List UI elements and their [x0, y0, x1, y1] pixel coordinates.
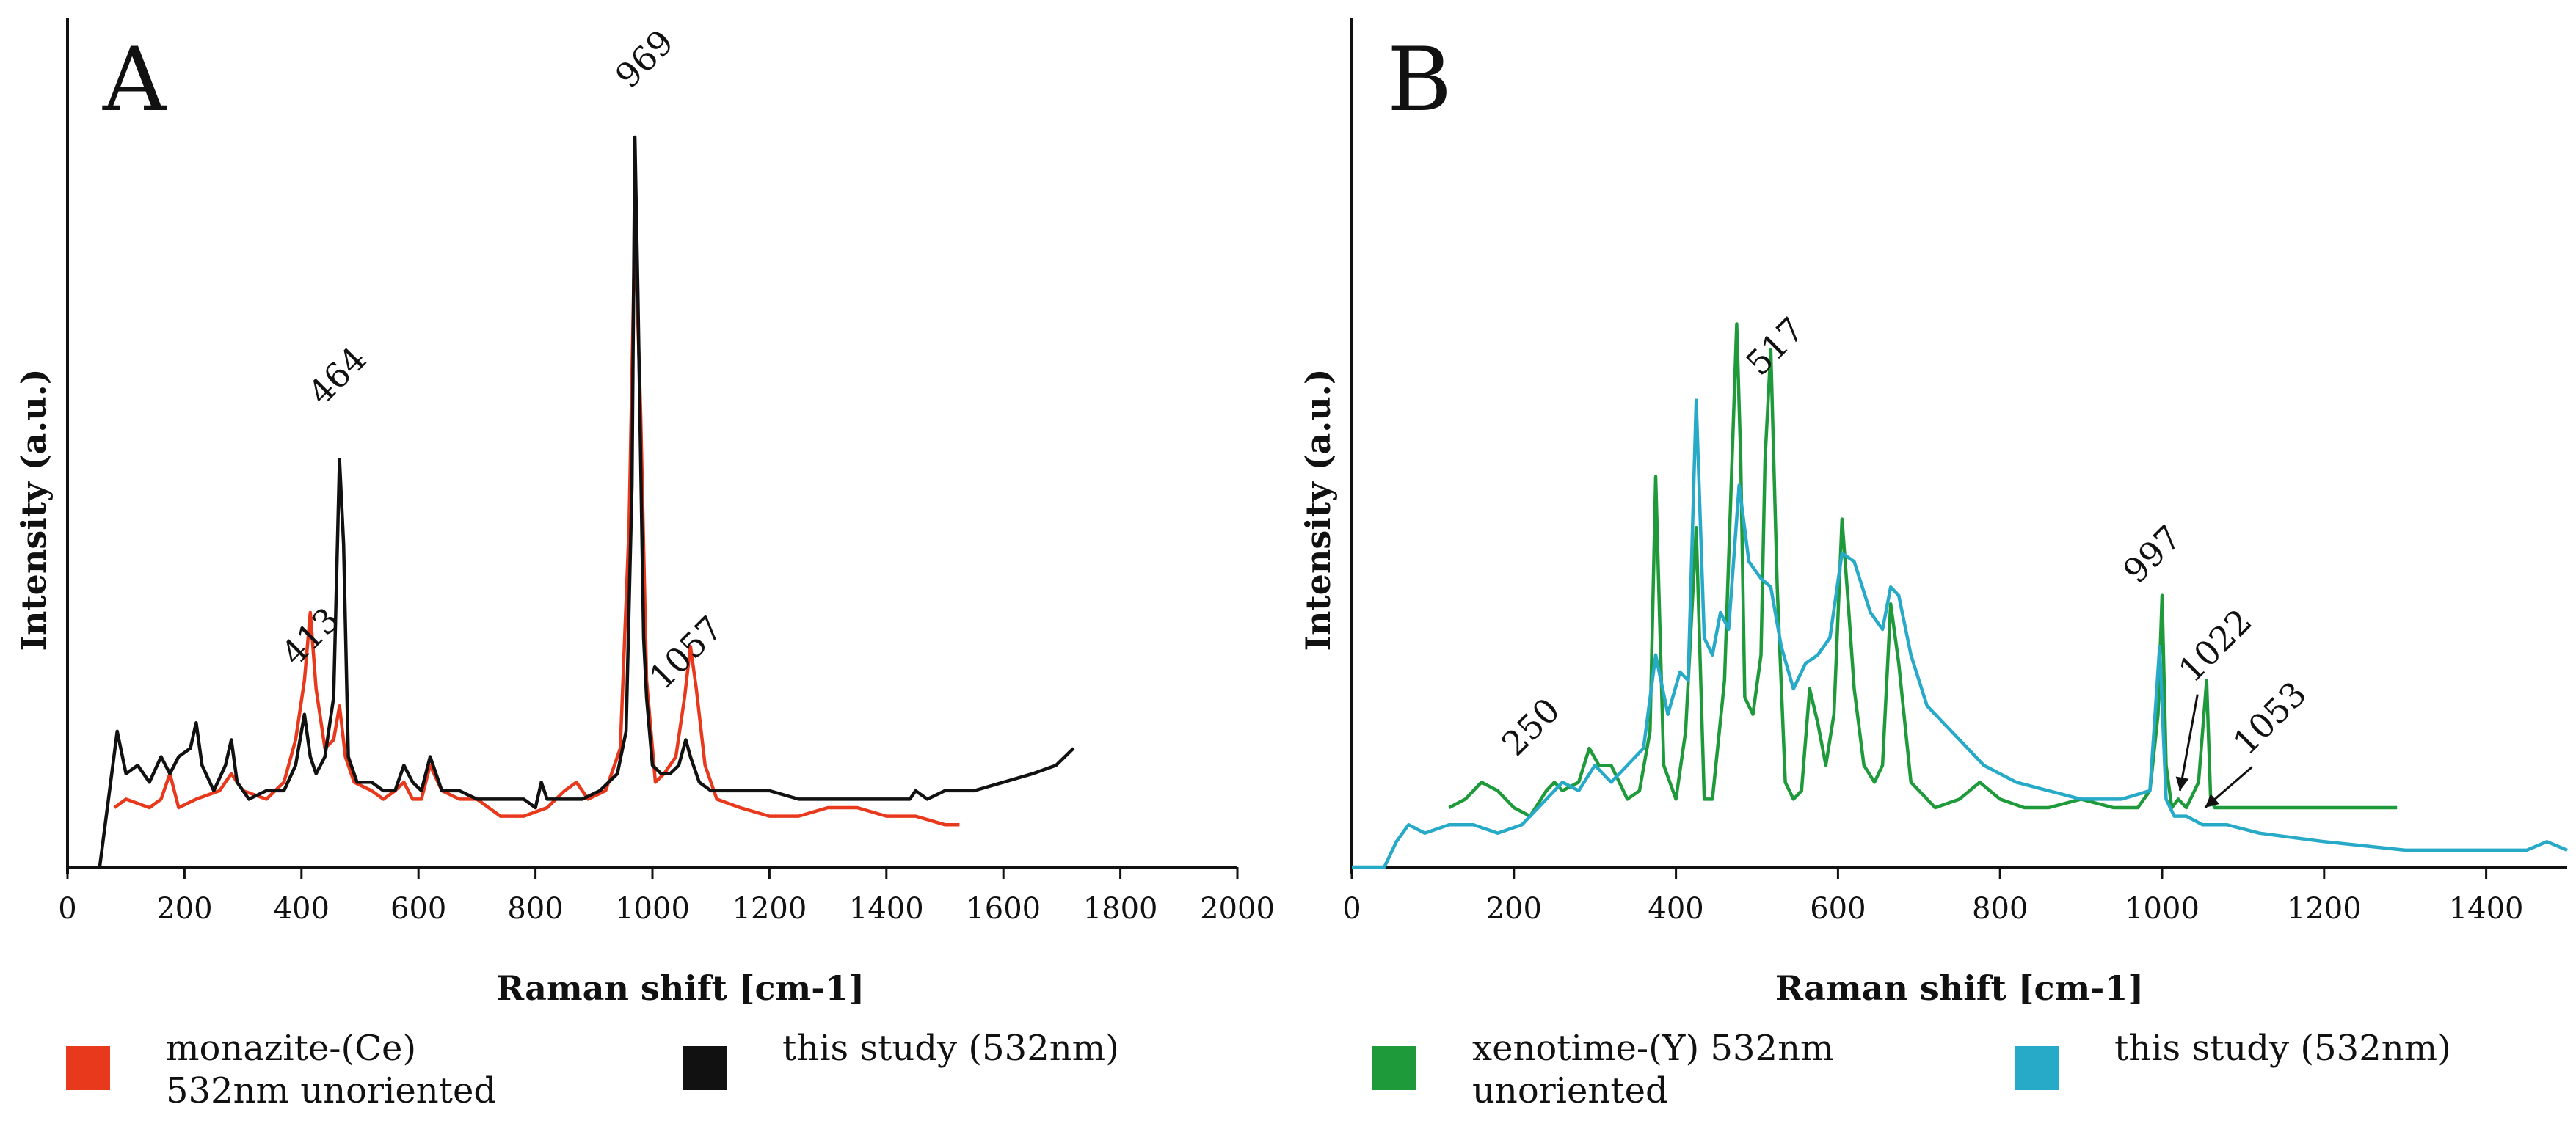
panel-b-peak-label-1053: 1053	[2225, 673, 2314, 762]
panel-b-x-axis-label: Raman shift [cm-1]	[1775, 968, 2144, 1008]
panel-b-x-tick-label: 1400	[2449, 892, 2524, 926]
panel-b-series-reference-line	[1448, 322, 2398, 818]
panel-b-annotation-arrow	[2178, 694, 2199, 792]
panel-b-x-tick-label: 800	[1972, 892, 2028, 926]
panel-b-x-tick-label: 0	[1342, 892, 1361, 926]
panel-a-series	[98, 135, 1075, 868]
panel-b-peak-label-517: 517	[1738, 310, 1811, 383]
panel-b-annotation-arrowhead	[2205, 794, 2220, 808]
panel-a-x-tick-label: 2000	[1200, 892, 1275, 926]
panel-a-x-tick-label: 0	[58, 892, 76, 926]
legend-item-monazite: monazite-(Ce) 532nm unoriented	[66, 1027, 496, 1112]
panel-b-annotation-arrowhead	[2175, 776, 2189, 791]
panel-b-x-tick-label: 1000	[2125, 892, 2200, 926]
panel-b-label: B	[1387, 29, 1452, 131]
panel-a-x-tick-label: 1000	[615, 892, 690, 926]
panel-a-x-tick-label: 600	[390, 892, 446, 926]
panel-b-peak-label-997: 997	[2115, 517, 2188, 591]
panel-a-series-reference-line	[113, 220, 960, 827]
legend-label-this-study-a: this study (532nm)	[782, 1028, 1119, 1069]
panel-a-peak-label-969: 969	[608, 22, 681, 95]
panel-a-chart: A 0 200 400 600 800 1000 1200 1400 1600 1800 2000 …	[14, 18, 1275, 1008]
panel-b-x-tick-label: 1200	[2287, 892, 2362, 926]
legend-swatch-this-study-a	[683, 1046, 727, 1090]
panel-b-x-tick-label: 600	[1810, 892, 1866, 926]
panel-a-axes: 0 200 400 600 800 1000 1200 1400 1600 1800 2000	[58, 18, 1275, 926]
legend-item-this-study-b: this study (532nm)	[2015, 1027, 2451, 1090]
legend-item-xenotime: xenotime-(Y) 532nm unoriented	[1372, 1027, 1834, 1112]
panel-b-series	[1352, 322, 2568, 869]
panel-a-y-axis-label: Intensity (a.u.)	[14, 368, 54, 651]
legend-swatch-monazite	[66, 1046, 110, 1090]
panel-a-label: A	[102, 29, 167, 131]
panel-b-y-axis-label: Intensity (a.u.)	[1298, 368, 1338, 651]
panel-a-x-tick-label: 1600	[966, 892, 1041, 926]
panel-b-peak-label-250: 250	[1494, 690, 1568, 764]
panel-a-x-axis-label: Raman shift [cm-1]	[496, 968, 865, 1008]
legend-item-this-study-a: this study (532nm)	[683, 1027, 1119, 1090]
panel-b-series-this-study-line	[1352, 398, 2568, 869]
panel-a-x-tick-label: 400	[274, 892, 330, 926]
panel-b-peak-label-1022: 1022	[2171, 601, 2260, 690]
legend-label-this-study-b: this study (532nm)	[2114, 1028, 2451, 1069]
legend-label-xenotime: xenotime-(Y) 532nm unoriented	[1472, 1028, 1834, 1111]
panel-b-chart: B 0 200 400 600 800 1000 1200 1400 517 250 997 102…	[1298, 18, 2568, 1008]
panel-a-x-tick-label: 1800	[1083, 892, 1158, 926]
legend-swatch-this-study-b	[2015, 1046, 2059, 1090]
legend-swatch-xenotime	[1372, 1046, 1416, 1090]
legend-label-monazite: monazite-(Ce) 532nm unoriented	[166, 1028, 497, 1111]
panel-a-x-tick-label: 1200	[732, 892, 807, 926]
panel-a-x-tick-label: 200	[156, 892, 212, 926]
panel-a-x-tick-label: 1400	[849, 892, 924, 926]
panel-b-axes: 0 200 400 600 800 1000 1200 1400	[1342, 18, 2567, 926]
panel-b-x-tick-label: 200	[1486, 892, 1542, 926]
panel-b-x-tick-label: 400	[1648, 892, 1703, 926]
panel-a-peak-label-464: 464	[300, 339, 374, 412]
panel-a-x-tick-label: 800	[507, 892, 563, 926]
panel-a-series-this-study-line	[98, 135, 1075, 868]
